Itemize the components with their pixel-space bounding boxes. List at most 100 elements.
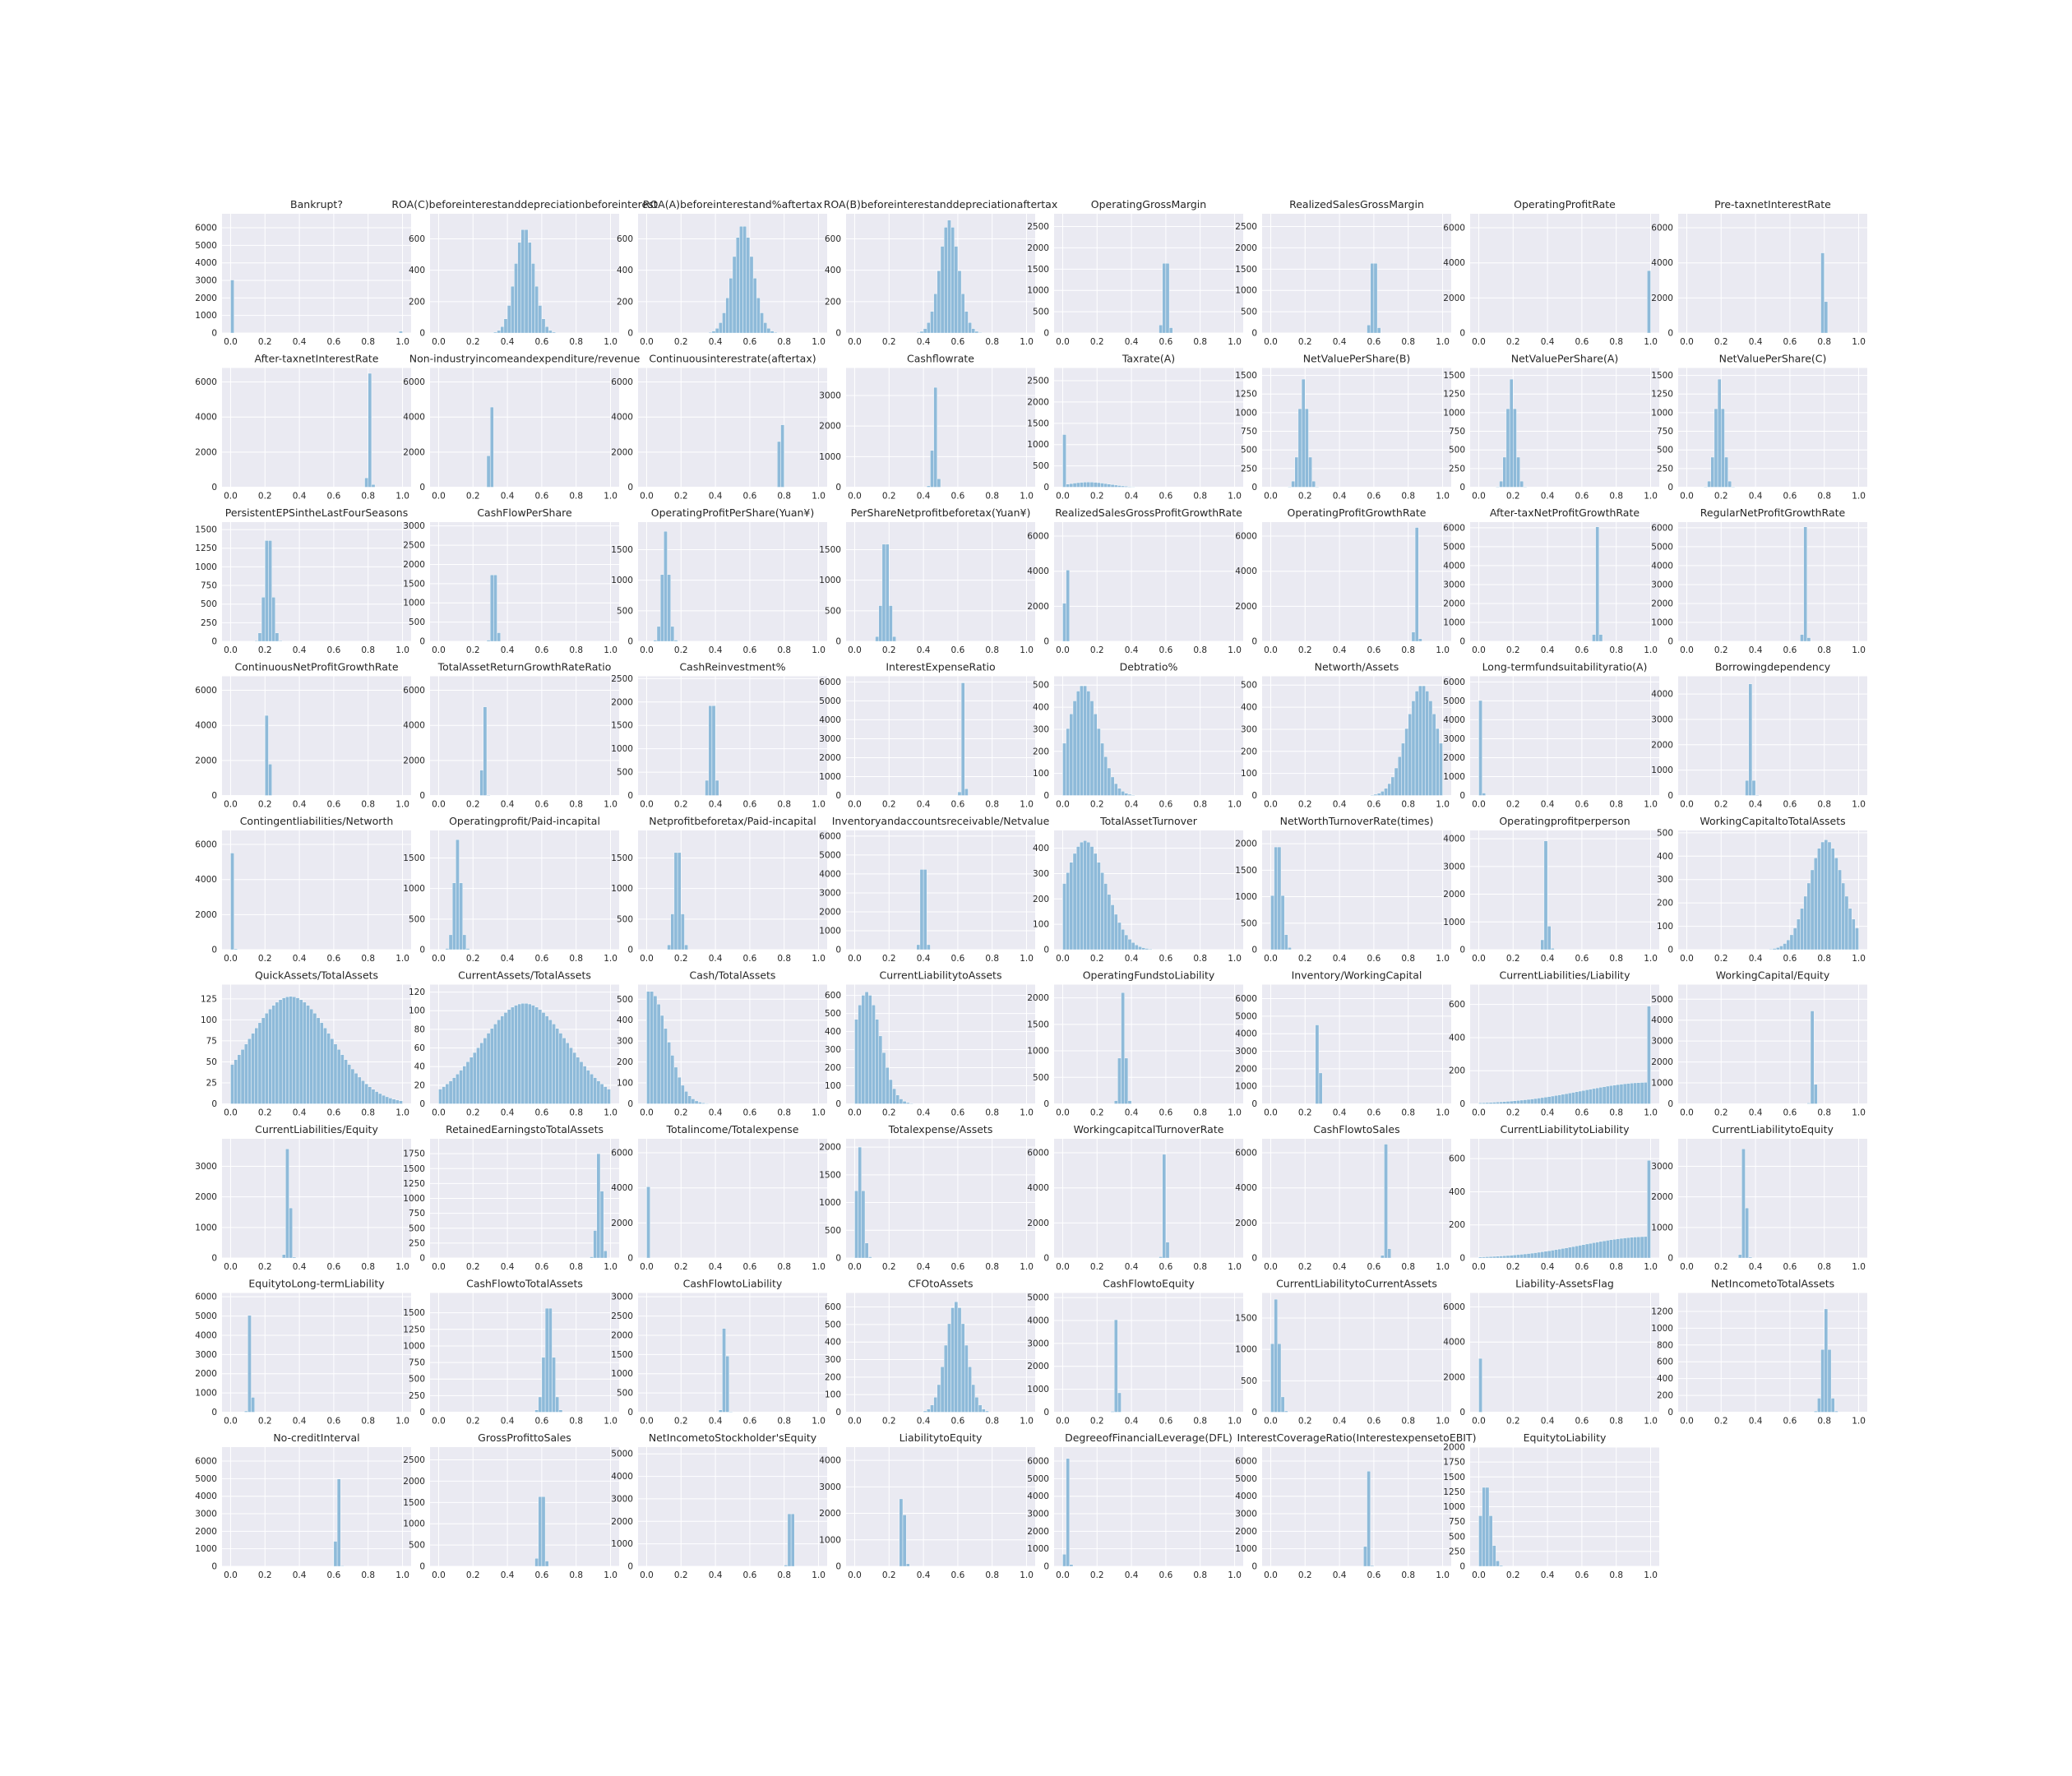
y-tick-label: 500 [409,617,425,627]
hist-bar [1093,714,1098,796]
y-tick-label: 400 [1449,1033,1465,1043]
y-tick-label: 6000 [195,224,217,234]
subplot-24: 0.0 0.2 0.4 0.6 0.8 1.00200040006000Continuou… [195,661,411,810]
x-tick-label: 1.0 [1436,645,1450,655]
x-tick-label: 0.6 [1159,645,1173,655]
x-tick-label: 0.0 [1680,1108,1694,1118]
y-tick-label: 400 [617,1015,633,1025]
subplot-title: TotalAssetTurnover [1099,815,1198,827]
y-tick-label: 4000 [1443,258,1465,268]
hist-bar [399,331,403,334]
hist-bar [773,331,778,334]
subplot-28: 0.0 0.2 0.4 0.6 0.8 1.00100200300400500Debtra… [1033,661,1243,810]
plot-area [1262,1139,1451,1258]
hist-bar [333,1541,338,1567]
hist-bar [1547,1096,1552,1104]
hist-bar [1704,486,1708,488]
y-tick-label: 0 [1043,946,1049,955]
x-tick-label: 1.0 [1644,1417,1658,1427]
x-tick-label: 0.4 [293,1570,307,1580]
y-tick-label: 4000 [1235,1183,1257,1193]
plot-area [1262,1447,1451,1566]
subplot-63: 0.0 0.2 0.4 0.6 0.8 1.0020040060080010001200N… [1651,1278,1867,1427]
hist-bar [1813,1410,1818,1413]
y-tick-label: 4000 [195,721,217,731]
x-tick-label: 0.2 [674,1570,688,1580]
x-tick-label: 0.0 [432,1108,446,1118]
hist-bar [1751,779,1756,796]
x-tick-label: 0.4 [1125,1108,1139,1118]
y-tick-label: 0 [1251,329,1257,339]
hist-bar [867,1256,872,1259]
hist-bar [1162,262,1167,334]
hist-bar [1551,1250,1555,1259]
x-tick-label: 0.6 [1367,337,1381,347]
plot-area [1678,1293,1867,1413]
y-tick-label: 200 [1449,1066,1465,1076]
x-tick-label: 0.2 [882,800,896,810]
x-tick-label: 0.2 [1090,1108,1104,1118]
hist-bar [1113,913,1118,950]
x-tick-label: 0.4 [1749,337,1763,347]
hist-bar [719,322,723,334]
subplot-title: WorkingCapital/Equity [1716,969,1830,982]
hist-bar [483,706,488,796]
hist-bar [1069,483,1074,488]
hist-bar [916,944,921,950]
hist-bar [923,1410,927,1413]
y-tick-label: 6000 [1027,532,1049,542]
hist-bar [596,1153,601,1259]
hist-bar [1502,1256,1507,1259]
x-tick-label: 0.4 [501,492,515,502]
y-tick-label: 600 [825,234,841,244]
x-tick-label: 0.0 [1264,1570,1278,1580]
y-tick-label: 500 [1033,1073,1049,1083]
hist-bar [1519,480,1524,488]
hist-bar [1117,1057,1122,1104]
y-tick-label: 1000 [1027,1385,1049,1394]
y-tick-label: 3000 [819,391,841,400]
subplot-47: 0.0 0.2 0.4 0.6 0.8 1.0010002000300040005000W… [1651,969,1867,1118]
hist-bar [544,326,549,334]
hist-bar [749,256,754,334]
y-tick-label: 1000 [403,884,425,894]
subplot-42: 0.0 0.2 0.4 0.6 0.8 1.00100200300400500Cash/T… [617,969,827,1118]
hist-bar [1496,486,1500,488]
hist-bar [735,237,740,334]
hist-bar [1609,1239,1613,1259]
y-tick-label: 4000 [195,258,217,268]
y-tick-label: 500 [1241,446,1257,456]
y-tick-label: 4000 [1027,567,1049,576]
hist-bar [1605,1085,1610,1104]
hist-bar [531,263,535,334]
subplot-6: 0.0 0.2 0.4 0.6 0.8 1.00200040006000Operating… [1443,198,1659,347]
subplot-title: CurrentLiabilitytoLiability [1501,1123,1630,1135]
y-tick-label: 2500 [403,541,425,551]
hist-bar [892,1088,896,1104]
y-tick-label: 0 [1251,946,1257,955]
subplot-14: 0.0 0.2 0.4 0.6 0.8 1.00250500750100012501500… [1443,353,1659,502]
x-tick-label: 0.2 [1298,1417,1312,1427]
x-tick-label: 1.0 [812,800,826,810]
hist-bar [777,441,781,488]
hist-bar [486,456,491,488]
x-tick-label: 0.4 [1541,1570,1555,1580]
y-tick-label: 500 [1241,918,1257,928]
hist-bar [442,1086,446,1104]
hist-bar [1783,943,1787,950]
hist-bar [1422,685,1426,796]
y-tick-label: 300 [825,1355,841,1365]
hist-bar [1592,634,1596,642]
subplot-34: 0.0 0.2 0.4 0.6 0.8 1.0050010001500Netprofitb… [611,815,827,964]
x-tick-label: 0.6 [1159,1262,1173,1272]
y-tick-label: 1500 [403,853,425,863]
subplot-title: CashReinvestment% [679,661,785,673]
hist-bar [520,1003,525,1104]
y-tick-label: 400 [1033,844,1049,853]
x-tick-label: 0.4 [709,1108,723,1118]
y-tick-label: 60 [414,1043,425,1053]
y-tick-label: 600 [825,991,841,1001]
y-tick-label: 5000 [1651,995,1673,1005]
x-tick-label: 0.0 [1056,800,1070,810]
hist-bar [1727,480,1732,488]
